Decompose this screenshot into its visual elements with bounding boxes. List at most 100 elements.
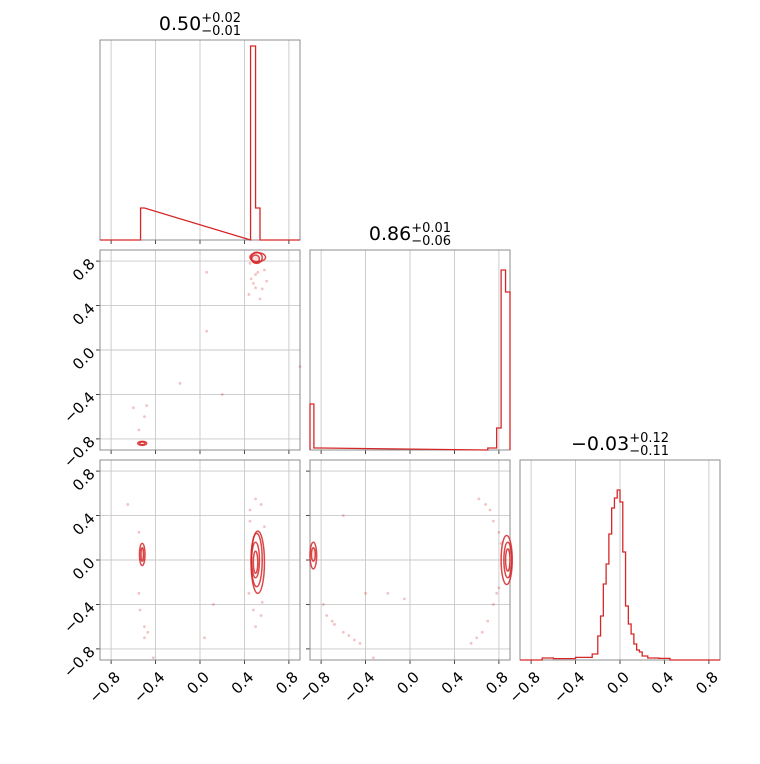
contour-1-0-2 [249,252,267,263]
scatter-point-2-1-22 [386,591,390,595]
scatter-point-2-0-19 [247,591,251,595]
contour-2-0-0 [140,547,145,562]
panel-frame-1-0 [99,249,301,451]
scatter-point-2-0-2 [137,591,141,595]
scatter-point-1-0-1 [205,329,209,333]
ytick-label-row2-0: −0.8 [60,643,98,681]
panel-title-1: 0.86+0.01 −0.06 [369,221,451,249]
scatter-point-2-0-6 [138,608,142,612]
scatter-point-1-0-3 [131,406,135,410]
scatter-point-2-0-4 [143,636,146,640]
histogram-0 [100,45,300,241]
scatter-point-1-0-11 [254,273,257,276]
scatter-point-2-1-0 [341,514,345,517]
ytick-label-row2-1: −0.4 [60,598,98,636]
xtick-label-col0-1: −0.4 [130,668,168,706]
scatter-point-2-0-12 [259,614,263,617]
scatter-point-2-1-10 [475,636,479,640]
scatter-point-2-1-12 [486,619,490,623]
scatter-point-2-1-13 [491,603,495,606]
scatter-point-2-0-13 [254,625,257,629]
scatter-point-2-0-1 [137,530,141,534]
histogram-0-bin-1 [251,46,256,240]
xtick-label-col2-2: 0.0 [603,668,633,698]
scatter-point-1-0-18 [298,365,302,369]
scatter-point-2-1-23 [403,597,406,601]
scatter-point-2-1-9 [333,623,336,626]
scatter-point-1-0-4 [143,415,146,419]
scatter-point-2-0-7 [151,656,155,660]
scatter-point-1-0-19 [220,393,224,396]
scatter-point-1-0-16 [263,268,266,272]
scatter-point-1-0-13 [265,279,269,283]
scatter-point-2-1-4 [341,630,345,634]
xtick-label-col2-0: −0.8 [506,668,544,706]
scatter-point-2-1-20 [497,530,501,534]
xtick-label-col2-3: 0.4 [648,668,678,698]
scatter-point-2-1-17 [491,519,495,523]
contour-2-1-0 [310,547,317,562]
scatter-point-1-0-14 [258,297,262,301]
xtick-label-col2-4: 0.8 [692,668,722,698]
xtick-label-col0-2: 0.0 [183,668,213,698]
contour-2-1-1 [309,541,318,570]
xtick-label-col0-3: 0.4 [228,668,258,698]
scatter-point-2-1-5 [353,638,356,642]
scatter-point-1-0-2 [178,381,182,385]
scatter-point-2-1-19 [477,497,481,501]
scatter-point-1-0-9 [260,287,264,291]
xtick-label-col1-3: 0.4 [438,668,468,698]
scatter-point-2-1-24 [371,656,375,660]
scatter-point-2-1-7 [347,634,351,637]
scatter-point-2-1-1 [364,591,367,595]
scatter-point-2-1-18 [484,503,487,506]
ytick-label-row1-0: −0.8 [60,433,98,471]
panel-frame-2-2 [519,459,721,661]
contour-1-0-4 [137,440,148,447]
contour-2-0-1 [138,542,146,567]
scatter-point-2-1-16 [488,508,492,512]
scatter-point-2-1-25 [469,641,473,645]
ytick-label-row1-4: 0.8 [69,255,99,285]
scatter-point-2-1-14 [495,591,499,595]
scatter-point-1-0-10 [256,270,260,274]
scatter-point-1-0-5 [145,404,149,407]
histogram-2-bin-3 [592,654,598,660]
scatter-point-2-0-11 [251,608,255,612]
ytick-label-row1-1: −0.4 [60,388,98,426]
scatter-point-2-1-15 [497,586,501,590]
histogram-2-bin-10 [614,498,617,660]
panel-frame-2-0 [99,459,301,661]
ytick-label-row1-3: 0.4 [69,299,99,329]
scatter-point-2-1-8 [325,614,329,617]
xtick-label-col0-0: −0.8 [86,668,124,706]
scatter-point-1-0-7 [247,293,251,296]
contour-1-0-3 [138,441,146,446]
scatter-point-2-0-15 [263,525,266,529]
scatter-point-1-0-12 [249,277,253,281]
xtick-label-col1-1: −0.4 [340,668,378,706]
histogram-0-bin-2 [256,208,260,240]
scatter-point-1-0-8 [251,281,255,285]
panel-title-2: −0.03+0.12 −0.11 [571,431,669,459]
ytick-label-row2-2: 0.0 [69,554,99,584]
histogram-1-bin-5 [506,292,510,450]
ytick-label-row1-2: 0.0 [69,344,99,374]
scatter-point-1-0-6 [137,428,141,432]
scatter-point-2-1-2 [321,603,325,606]
scatter-point-1-0-17 [254,286,257,290]
scatter-point-1-0-0 [205,270,209,274]
scatter-point-2-1-6 [358,641,362,645]
contour-2-0-5 [250,530,266,595]
ytick-label-row2-3: 0.4 [69,509,99,539]
histogram-2 [520,489,720,661]
scatter-point-2-0-3 [143,625,146,629]
xtick-label-col1-2: 0.0 [393,668,423,698]
scatter-point-2-0-8 [248,508,252,512]
scatter-point-2-0-18 [260,600,264,604]
xtick-label-col1-0: −0.8 [296,668,334,706]
histogram-1-bin-4 [501,270,505,450]
panel-frame-0-0 [99,39,301,241]
